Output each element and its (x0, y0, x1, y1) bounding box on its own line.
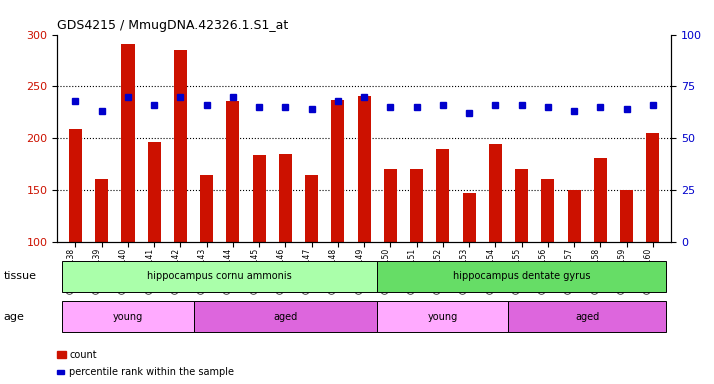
Bar (193, 301, 377, 332)
Text: tissue: tissue (4, 271, 36, 281)
Bar (200, 175, 213, 242)
Text: count: count (69, 350, 97, 360)
Bar (646, 133, 659, 242)
Bar (436, 149, 449, 242)
Bar (568, 190, 580, 242)
Bar (226, 101, 239, 242)
Bar (148, 142, 161, 242)
Bar (253, 155, 266, 242)
Text: aged: aged (575, 312, 599, 322)
Bar (121, 44, 134, 242)
Bar (620, 190, 633, 242)
Text: percentile rank within the sample: percentile rank within the sample (69, 367, 234, 377)
Bar (515, 169, 528, 242)
Bar (410, 169, 423, 242)
Bar (377, 261, 666, 292)
Bar (279, 154, 292, 242)
Bar (377, 301, 508, 332)
Text: aged: aged (273, 312, 298, 322)
Bar (489, 144, 502, 242)
Bar (384, 169, 397, 242)
Text: hippocampus dentate gyrus: hippocampus dentate gyrus (453, 271, 590, 281)
Text: age: age (4, 312, 24, 322)
Bar (174, 50, 187, 242)
Text: GDS4215 / MmugDNA.42326.1.S1_at: GDS4215 / MmugDNA.42326.1.S1_at (57, 19, 288, 32)
Bar (305, 175, 318, 242)
Bar (594, 158, 607, 242)
Bar (541, 179, 554, 242)
Bar (508, 301, 666, 332)
Bar (62, 301, 193, 332)
Text: hippocampus cornu ammonis: hippocampus cornu ammonis (147, 271, 292, 281)
Bar (463, 193, 476, 242)
Text: young: young (428, 312, 458, 322)
Bar (358, 96, 371, 242)
Text: young: young (113, 312, 143, 322)
Bar (95, 179, 109, 242)
Bar (69, 129, 82, 242)
Bar (331, 100, 344, 242)
Bar (62, 261, 377, 292)
